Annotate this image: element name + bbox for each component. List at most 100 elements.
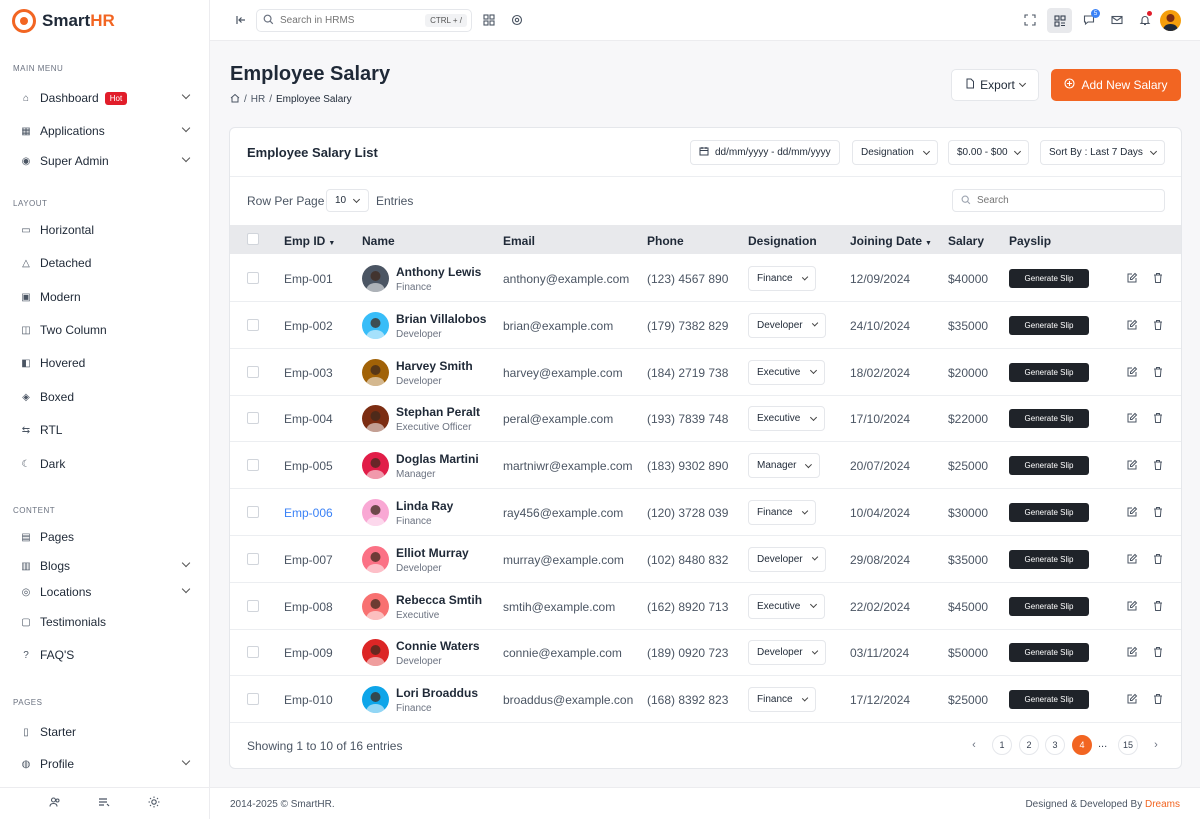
trash-icon[interactable] (1152, 600, 1164, 612)
trash-icon[interactable] (1152, 366, 1164, 378)
users-icon[interactable] (49, 796, 61, 811)
employee-name[interactable]: Rebecca Smtih (396, 592, 483, 607)
generate-slip-button[interactable]: Generate Slip (1009, 643, 1089, 663)
sidebar-item-blogs[interactable]: ▥ Blogs (0, 554, 209, 578)
generate-slip-button[interactable]: Generate Slip (1009, 362, 1089, 382)
logo[interactable]: SmartHR (0, 0, 209, 42)
row-checkbox[interactable] (247, 646, 259, 659)
employee-name[interactable]: Elliot Murray (396, 545, 469, 560)
designation-select[interactable]: Developer (748, 312, 826, 338)
sidebar-item-pages[interactable]: ▤ Pages (0, 525, 209, 549)
generate-slip-button[interactable]: Generate Slip (1009, 549, 1089, 569)
sidebar-item-two-column[interactable]: ◫ Two Column (0, 318, 209, 342)
generate-slip-button[interactable]: Generate Slip (1009, 456, 1089, 476)
sidebar-item-rtl[interactable]: ⇆ RTL (0, 418, 209, 442)
generate-slip-button[interactable]: Generate Slip (1009, 269, 1089, 288)
page-3[interactable]: 3 (1045, 735, 1065, 755)
edit-icon[interactable] (1126, 693, 1138, 705)
designation-select[interactable]: Developer (748, 640, 826, 666)
sidebar-item-hovered[interactable]: ◧ Hovered (0, 351, 209, 375)
prev-page-icon[interactable]: ‹ (972, 739, 976, 751)
trash-icon[interactable] (1152, 553, 1164, 565)
row-checkbox[interactable] (247, 599, 259, 612)
generate-slip-button[interactable]: Generate Slip (1009, 503, 1089, 522)
avatar[interactable] (362, 499, 389, 526)
select-all-checkbox[interactable] (247, 233, 259, 245)
designation-select[interactable]: Manager (748, 453, 820, 479)
row-checkbox[interactable] (247, 693, 259, 706)
employee-name[interactable]: Doglas Martini (396, 452, 479, 467)
page-15[interactable]: 15 (1118, 735, 1138, 755)
rows-per-page-select[interactable]: 10 (326, 189, 369, 212)
apps-menu-icon[interactable] (1047, 8, 1072, 33)
employee-name[interactable]: Harvey Smith (396, 358, 473, 373)
row-checkbox[interactable] (247, 506, 259, 518)
generate-slip-button[interactable]: Generate Slip (1009, 596, 1089, 616)
user-avatar[interactable] (1160, 10, 1181, 31)
fullscreen-icon[interactable] (1023, 13, 1037, 27)
employee-name[interactable]: Lori Broaddus (396, 686, 479, 701)
export-button[interactable]: Export (951, 69, 1039, 101)
edit-icon[interactable] (1126, 459, 1138, 471)
row-checkbox[interactable] (247, 552, 259, 565)
designation-select[interactable]: Finance (748, 266, 816, 291)
generate-slip-button[interactable]: Generate Slip (1009, 690, 1089, 710)
home-icon[interactable] (230, 93, 240, 106)
avatar[interactable] (362, 452, 389, 480)
trash-icon[interactable] (1152, 693, 1164, 705)
designation-select[interactable]: Executive (748, 406, 825, 432)
designation-select[interactable]: Finance (748, 500, 816, 525)
table-search[interactable] (952, 189, 1165, 212)
employee-name[interactable]: Anthony Lewis (396, 265, 482, 279)
salary-range-filter[interactable]: $0.00 - $00 (948, 140, 1029, 165)
avatar[interactable] (362, 265, 389, 292)
sidebar-item-starter[interactable]: ▯ Starter (0, 720, 209, 744)
designation-select[interactable]: Developer (748, 546, 826, 572)
edit-icon[interactable] (1126, 319, 1138, 331)
edit-icon[interactable] (1126, 600, 1138, 612)
employee-name[interactable]: Linda Ray (396, 499, 454, 513)
row-checkbox[interactable] (247, 365, 259, 378)
trash-icon[interactable] (1152, 459, 1164, 471)
sidebar-item-profile[interactable]: ◍ Profile (0, 752, 209, 776)
edit-icon[interactable] (1126, 553, 1138, 565)
global-search-input[interactable] (280, 15, 410, 26)
bell-icon[interactable] (1138, 11, 1152, 27)
list-icon[interactable] (98, 796, 110, 811)
generate-slip-button[interactable]: Generate Slip (1009, 409, 1089, 429)
avatar[interactable] (362, 592, 389, 620)
trash-icon[interactable] (1152, 319, 1164, 331)
breadcrumb-hr[interactable]: HR (250, 94, 266, 105)
collapse-sidebar-icon[interactable] (234, 13, 248, 27)
sidebar-item-dark[interactable]: ☾ Dark (0, 452, 209, 476)
sidebar-item-detached[interactable]: △ Detached (0, 251, 209, 275)
sidebar-item-testimonials[interactable]: ▢ Testimonials (0, 610, 209, 634)
sidebar-item-applications[interactable]: ▦ Applications (0, 119, 209, 143)
avatar[interactable] (362, 358, 389, 386)
page-2[interactable]: 2 (1019, 735, 1039, 755)
global-search[interactable]: CTRL + / (256, 9, 472, 32)
employee-name[interactable]: Stephan Peralt (396, 405, 481, 420)
page-1[interactable]: 1 (992, 735, 1012, 755)
sidebar-item-boxed[interactable]: ◈ Boxed (0, 385, 209, 409)
row-checkbox[interactable] (247, 459, 259, 472)
trash-icon[interactable] (1152, 506, 1164, 518)
edit-icon[interactable] (1126, 366, 1138, 378)
sidebar-item-horizontal[interactable]: ▭ Horizontal (0, 218, 209, 242)
avatar[interactable] (362, 639, 389, 667)
grid-icon[interactable] (482, 13, 496, 27)
row-checkbox[interactable] (247, 412, 259, 425)
emp-id[interactable]: Emp-006 (284, 506, 333, 520)
sidebar-item-faq-s[interactable]: ? FAQ'S (0, 643, 209, 667)
table-search-input[interactable] (977, 195, 1147, 206)
page-4[interactable]: 4 (1072, 735, 1092, 755)
trash-icon[interactable] (1152, 272, 1164, 284)
date-range-filter[interactable]: dd/mm/yyyy - dd/mm/yyyy (690, 140, 840, 165)
mail-icon[interactable] (1110, 13, 1124, 27)
edit-icon[interactable] (1126, 646, 1138, 658)
generate-slip-button[interactable]: Generate Slip (1009, 315, 1089, 335)
edit-icon[interactable] (1126, 412, 1138, 424)
row-checkbox[interactable] (247, 272, 259, 284)
designation-select[interactable]: Finance (748, 687, 816, 713)
sun-icon[interactable] (148, 796, 160, 811)
